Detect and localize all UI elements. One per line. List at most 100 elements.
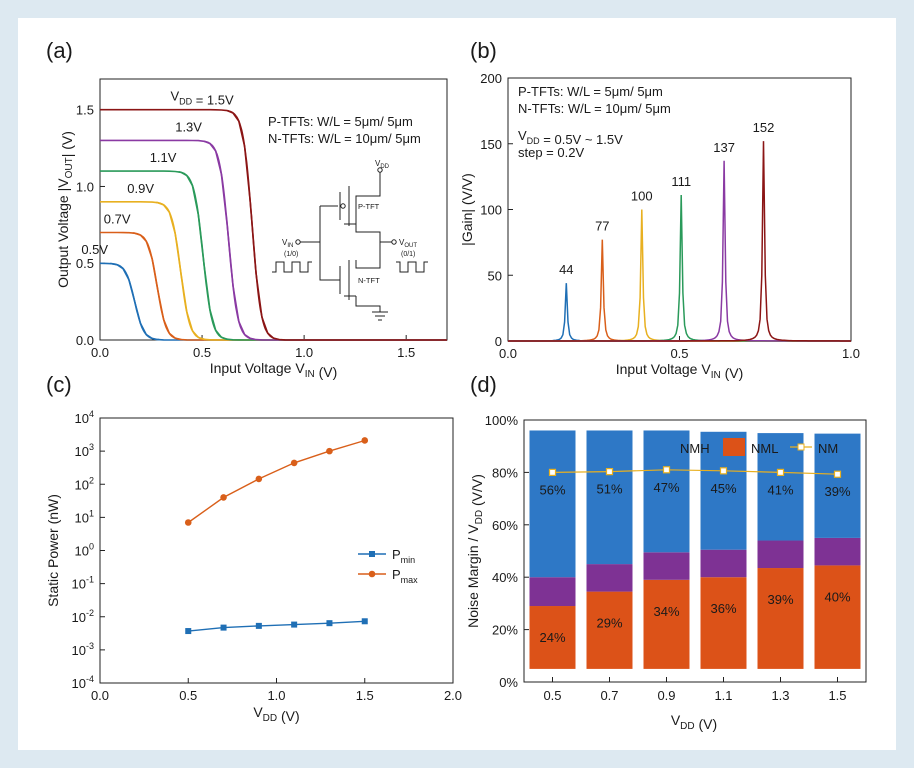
x-tick-label: 1.5 (828, 688, 846, 703)
y-tick-label: 102 (75, 475, 94, 492)
vtc-label-0: 0.5V (81, 242, 108, 257)
vtc-label-5: VDD = 1.5V (170, 89, 234, 108)
vtc-label-1: 0.7V (104, 212, 131, 227)
nml-value-label: 29% (596, 616, 622, 631)
legend-marker-0 (369, 551, 375, 557)
x-tick-label: 0.0 (91, 688, 109, 703)
vdd-wire (355, 172, 381, 224)
vin-node (295, 239, 301, 245)
vout-node (391, 239, 397, 245)
y-tick-label: 60% (492, 518, 518, 533)
x-tick-label: 1.1 (714, 688, 732, 703)
transition-bar (643, 552, 690, 580)
legend-label-0: Pmin (392, 547, 415, 565)
annotation-ntft: N-TFTs: W/L = 10μm/ 5μm (268, 131, 421, 146)
nm-point (662, 466, 671, 474)
power-point (326, 447, 333, 455)
x-tick-label: 1.5 (397, 345, 415, 360)
gain-peak-label-0: 44 (559, 262, 573, 277)
gain-peak-label-1: 77 (595, 219, 609, 234)
x-tick-label: 0.7 (600, 688, 618, 703)
power-point (220, 624, 227, 631)
plot-frame (523, 419, 867, 683)
nmh-bar (757, 433, 804, 541)
y-tick-label: 80% (492, 465, 518, 480)
vin-state-label: (1/0) (284, 251, 298, 258)
y-tick-label: 0.5 (76, 256, 94, 271)
power-line-1 (187, 439, 366, 524)
y-axis-label: Static Power (nW) (45, 494, 61, 607)
vtc-curve-detail-5 (227, 109, 277, 340)
transition-bar (529, 577, 576, 607)
nmh-bar (529, 430, 576, 578)
legend-swatch-nmh (652, 438, 674, 456)
transition-bar (814, 537, 861, 566)
nml-value-label: 36% (710, 601, 736, 616)
nml-bar (700, 577, 747, 669)
y-axis-label: |Gain| (V/V) (459, 173, 475, 246)
x-tick-label: 0.5 (670, 346, 688, 361)
x-tick-label: 0.5 (179, 688, 197, 703)
nm-point (833, 470, 842, 478)
nml-bar (529, 606, 576, 669)
legend-marker-1 (368, 570, 376, 578)
y-tick-label: 103 (75, 442, 94, 459)
annotation-ntft: N-TFTs: W/L = 10μm/ 5μm (518, 101, 671, 116)
y-tick-label: 10-2 (72, 608, 94, 625)
nml-value-label: 40% (824, 589, 850, 604)
y-tick-label: 200 (480, 71, 502, 86)
x-tick-label: 1.5 (356, 688, 374, 703)
transition-bar (586, 564, 633, 592)
panel-label-b: (b) (470, 38, 497, 63)
vtc-curve-1 (100, 231, 447, 341)
gain-peak-label-5: 152 (753, 120, 775, 135)
legend-label-1: Pmax (392, 567, 418, 585)
power-point (291, 621, 298, 628)
gate-wires (300, 205, 340, 281)
vtc-label-3: 1.1V (150, 150, 177, 165)
gain-peak-label-3: 111 (671, 174, 691, 189)
vtc-curve-2 (100, 201, 447, 341)
nmh-value-label: 41% (767, 482, 793, 497)
x-tick-label: 2.0 (444, 688, 462, 703)
y-tick-label: 101 (75, 508, 94, 525)
nmh-value-label: 56% (539, 482, 565, 497)
nmh-value-label: 39% (824, 484, 850, 499)
vtc-curve-detail-1 (132, 232, 182, 341)
vtc-curve-detail-2 (155, 201, 206, 341)
chart-d: 0% 20% 40% 60% 80% 100% 24% 56% 0.5 29% 51% 0.7 34% 4… (465, 413, 867, 732)
x-tick-label: 1.3 (771, 688, 789, 703)
nml-bar (586, 591, 633, 669)
nml-bar (757, 568, 804, 669)
chart-c: 0.0 0.5 1.0 1.5 2.0 104 103 102 101 100 10-1 10-2 10… (45, 409, 462, 724)
power-point (290, 459, 298, 467)
nmh-bar (586, 430, 633, 565)
annotation-vdd-range: VDD = 0.5V ~ 1.5V (518, 128, 623, 147)
vtc-curve-detail-3 (178, 171, 228, 341)
power-line-0 (188, 620, 365, 632)
y-tick-label: 150 (480, 137, 502, 152)
y-tick-label: 20% (492, 623, 518, 638)
x-tick-label: 1.0 (295, 345, 313, 360)
x-axis-label: Input Voltage VIN (V) (210, 360, 338, 380)
y-tick-label: 0 (495, 334, 502, 349)
x-axis-label: Input Voltage VIN (V) (616, 361, 744, 381)
vtc-curve-0 (99, 262, 447, 341)
chart-b: 0.0 0.5 1.0 0 50 100 150 200 Input Voltage VIN (… (459, 71, 860, 381)
ntft-label: N-TFT (358, 276, 380, 285)
vdd-label: VDD (375, 159, 390, 170)
power-point (255, 475, 263, 483)
vin-waveform (272, 261, 312, 273)
annotation-ptft: P-TFTs: W/L = 5μm/ 5μm (518, 84, 663, 99)
nm-point (605, 468, 614, 476)
nml-bar (643, 579, 690, 669)
ptft-label: P-TFT (358, 202, 380, 211)
x-tick-label: 0.0 (499, 346, 517, 361)
vout-waveform (396, 261, 428, 273)
nm-point (776, 468, 785, 476)
nm-point (719, 467, 728, 475)
x-tick-label: 1.0 (267, 688, 285, 703)
y-tick-label: 40% (492, 570, 518, 585)
x-tick-label: 0.5 (193, 345, 211, 360)
nmh-value-label: 51% (596, 482, 622, 497)
